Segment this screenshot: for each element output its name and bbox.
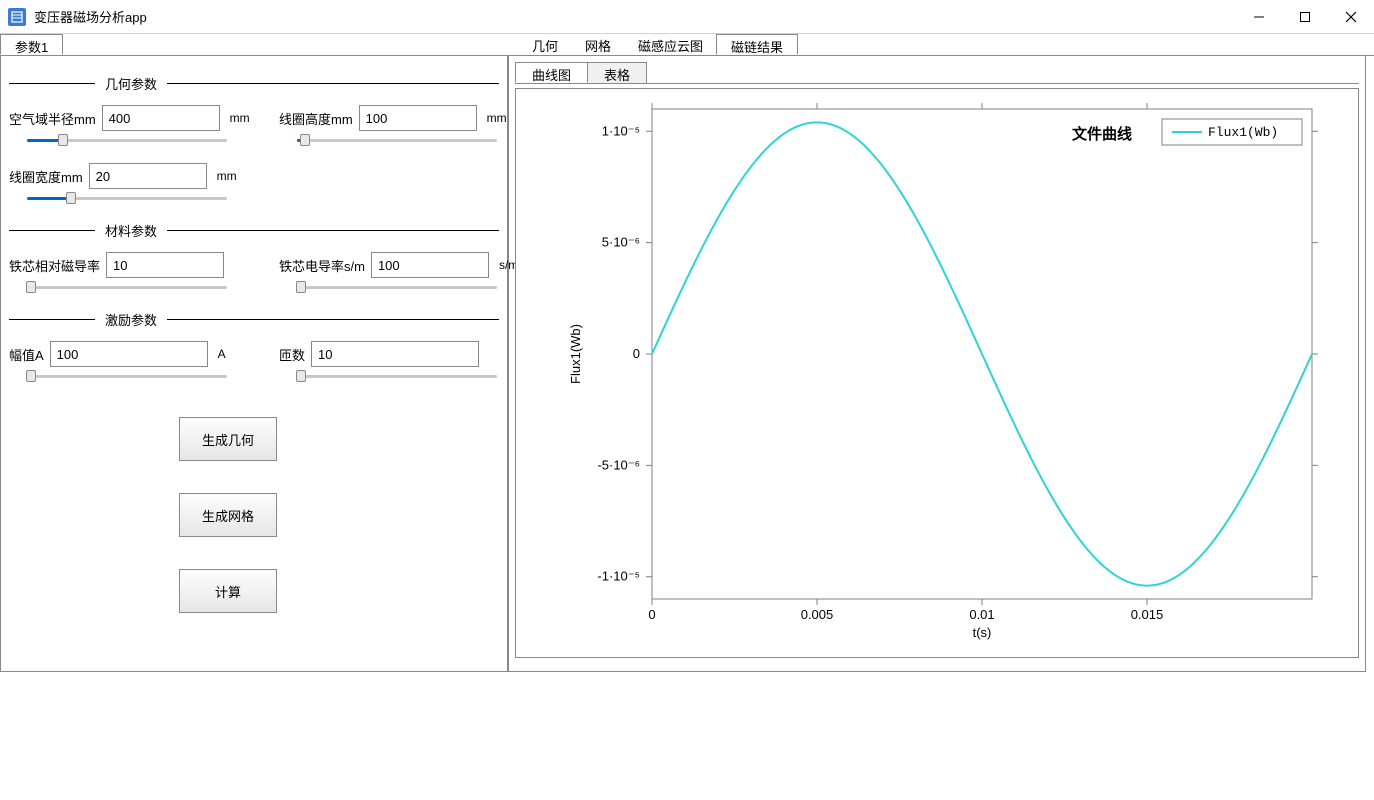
slider-coil-height[interactable] — [297, 133, 497, 147]
tab-flux-linkage[interactable]: 磁链结果 — [716, 34, 798, 55]
svg-text:t(s): t(s) — [973, 625, 992, 640]
left-pane: 参数1 几何参数 空气域半径mm mm — [0, 34, 508, 800]
field-permeability: 铁芯相对磁导率 — [9, 252, 249, 278]
chart-panel: 曲线图 表格 -1·10⁻⁵ -5·10⁻⁶ 0 5·10⁻⁶ 1·10⁻⁵ 0 0.005… — [508, 56, 1366, 672]
svg-text:文件曲线: 文件曲线 — [1072, 125, 1132, 143]
subtab-table[interactable]: 表格 — [587, 62, 647, 83]
close-button[interactable] — [1328, 0, 1374, 34]
svg-text:Flux1(Wb): Flux1(Wb) — [1208, 125, 1278, 140]
tab-params1[interactable]: 参数1 — [0, 34, 63, 55]
slider-permeability[interactable] — [27, 280, 227, 294]
left-tabs: 参数1 — [0, 34, 508, 56]
input-coil-width[interactable] — [89, 163, 207, 189]
input-amplitude[interactable] — [50, 341, 208, 367]
app-icon — [8, 8, 26, 26]
generate-geometry-button[interactable]: 生成几何 — [179, 417, 277, 461]
section-material-header: 材料参数 — [9, 221, 499, 240]
svg-text:0.015: 0.015 — [1131, 607, 1164, 622]
chart-area: -1·10⁻⁵ -5·10⁻⁶ 0 5·10⁻⁶ 1·10⁻⁵ 0 0.005 0.01 0.0… — [515, 88, 1359, 658]
section-geometry-header: 几何参数 — [9, 74, 499, 93]
field-amplitude: 幅值A A — [9, 341, 249, 367]
generate-mesh-button[interactable]: 生成网格 — [179, 493, 277, 537]
slider-turns[interactable] — [297, 369, 497, 383]
svg-text:0: 0 — [633, 346, 640, 361]
section-excitation-header: 激励参数 — [9, 310, 499, 329]
input-air-radius[interactable] — [102, 105, 220, 131]
svg-text:0.005: 0.005 — [801, 607, 834, 622]
params-panel: 几何参数 空气域半径mm mm 线圈高度mm mm — [0, 56, 508, 672]
svg-text:Flux1(Wb): Flux1(Wb) — [568, 324, 583, 384]
flux-chart: -1·10⁻⁵ -5·10⁻⁶ 0 5·10⁻⁶ 1·10⁻⁵ 0 0.005 0.01 0.0… — [516, 89, 1358, 657]
right-pane: 几何 网格 磁感应云图 磁链结果 曲线图 表格 -1·10⁻⁵ -5·10⁻⁶ 0 5… — [508, 34, 1374, 800]
slider-coil-width[interactable] — [27, 191, 227, 205]
field-turns: 匝数 — [279, 341, 519, 367]
maximize-button[interactable] — [1282, 0, 1328, 34]
subtab-curve[interactable]: 曲线图 — [515, 62, 588, 83]
svg-text:-5·10⁻⁶: -5·10⁻⁶ — [597, 457, 640, 472]
input-permeability[interactable] — [106, 252, 224, 278]
svg-text:5·10⁻⁶: 5·10⁻⁶ — [602, 235, 640, 250]
slider-amplitude[interactable] — [27, 369, 227, 383]
field-air-radius: 空气域半径mm mm — [9, 105, 249, 131]
input-turns[interactable] — [311, 341, 479, 367]
svg-text:0.01: 0.01 — [969, 607, 994, 622]
window-title: 变压器磁场分析app — [34, 7, 1236, 26]
right-tabs: 几何 网格 磁感应云图 磁链结果 — [508, 34, 1374, 56]
tab-flux-density[interactable]: 磁感应云图 — [624, 34, 717, 55]
field-conductivity: 铁芯电导率s/m s/m — [279, 252, 519, 278]
tab-geometry[interactable]: 几何 — [518, 34, 572, 55]
title-bar: 变压器磁场分析app — [0, 0, 1374, 34]
input-conductivity[interactable] — [371, 252, 489, 278]
minimize-button[interactable] — [1236, 0, 1282, 34]
slider-conductivity[interactable] — [297, 280, 497, 294]
input-coil-height[interactable] — [359, 105, 477, 131]
tab-mesh[interactable]: 网格 — [571, 34, 625, 55]
svg-text:0: 0 — [648, 607, 655, 622]
compute-button[interactable]: 计算 — [179, 569, 277, 613]
slider-air-radius[interactable] — [27, 133, 227, 147]
field-coil-height: 线圈高度mm mm — [279, 105, 519, 131]
field-coil-width: 线圈宽度mm mm — [9, 163, 249, 189]
svg-text:1·10⁻⁵: 1·10⁻⁵ — [602, 123, 640, 138]
svg-text:-1·10⁻⁵: -1·10⁻⁵ — [597, 569, 640, 584]
sub-tabs: 曲线图 表格 — [515, 62, 1359, 84]
